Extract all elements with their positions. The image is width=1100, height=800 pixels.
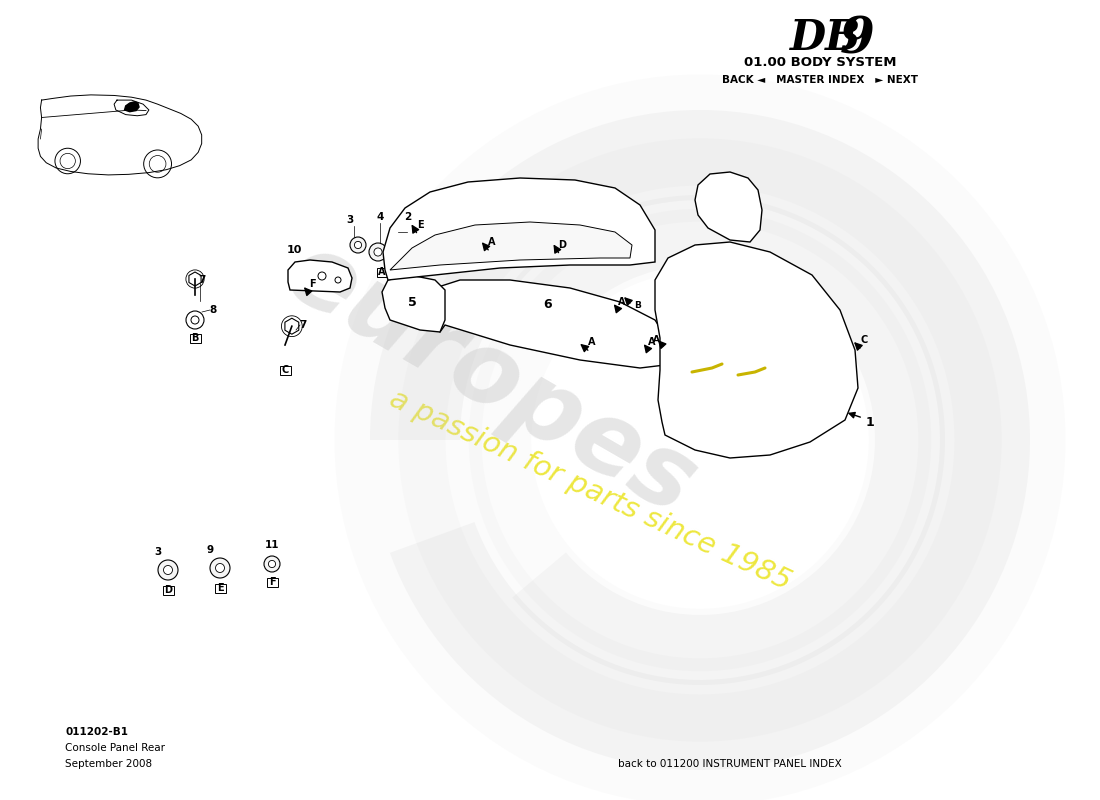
Polygon shape	[285, 318, 299, 334]
Text: A: A	[378, 267, 386, 277]
Text: 9: 9	[840, 15, 874, 65]
Polygon shape	[288, 260, 352, 292]
Text: 5: 5	[408, 297, 417, 310]
Text: 9: 9	[207, 545, 213, 555]
Polygon shape	[189, 272, 201, 286]
Polygon shape	[394, 224, 410, 238]
Text: 1: 1	[866, 415, 874, 429]
Text: E: E	[217, 583, 223, 593]
Text: D: D	[558, 240, 566, 250]
Circle shape	[350, 237, 366, 253]
Text: 2: 2	[405, 212, 411, 222]
Text: 10: 10	[286, 245, 301, 255]
Wedge shape	[370, 110, 1030, 770]
Text: 8: 8	[209, 305, 217, 315]
Polygon shape	[390, 222, 632, 270]
Polygon shape	[383, 178, 654, 280]
Circle shape	[336, 277, 341, 283]
Text: D: D	[164, 585, 172, 595]
Polygon shape	[124, 102, 139, 112]
Text: a passion for parts since 1985: a passion for parts since 1985	[385, 384, 795, 596]
Text: 7: 7	[299, 320, 307, 330]
Text: A: A	[652, 335, 660, 344]
Text: 4: 4	[376, 212, 384, 222]
Text: A: A	[488, 237, 496, 247]
Circle shape	[368, 243, 387, 261]
Circle shape	[210, 558, 230, 578]
Circle shape	[158, 560, 178, 580]
Polygon shape	[654, 242, 858, 458]
Text: A: A	[588, 337, 596, 347]
Circle shape	[216, 563, 224, 573]
Text: 3: 3	[346, 215, 353, 225]
Text: europes: europes	[268, 224, 712, 536]
Circle shape	[354, 242, 362, 249]
Text: F: F	[309, 279, 316, 289]
Circle shape	[264, 556, 280, 572]
Text: BACK ◄   MASTER INDEX   ► NEXT: BACK ◄ MASTER INDEX ► NEXT	[722, 75, 918, 85]
Text: F: F	[268, 577, 275, 587]
Text: 11: 11	[265, 540, 279, 550]
Polygon shape	[382, 275, 446, 332]
Text: B: B	[634, 301, 641, 310]
Text: 011202-B1: 011202-B1	[65, 727, 128, 737]
Circle shape	[191, 316, 199, 324]
Polygon shape	[425, 280, 668, 368]
Text: 3: 3	[154, 547, 162, 557]
Text: C: C	[282, 365, 288, 375]
Text: 7: 7	[198, 275, 206, 285]
Text: C: C	[860, 335, 868, 345]
Text: 01.00 BODY SYSTEM: 01.00 BODY SYSTEM	[744, 55, 896, 69]
Text: E: E	[417, 220, 424, 230]
Wedge shape	[487, 195, 945, 685]
Text: A: A	[648, 337, 656, 347]
Circle shape	[268, 560, 276, 568]
Text: September 2008: September 2008	[65, 759, 152, 769]
Circle shape	[318, 272, 326, 280]
Circle shape	[164, 566, 173, 574]
Text: Console Panel Rear: Console Panel Rear	[65, 743, 165, 753]
Text: back to 011200 INSTRUMENT PANEL INDEX: back to 011200 INSTRUMENT PANEL INDEX	[618, 759, 842, 769]
Text: B: B	[191, 333, 199, 343]
Text: A: A	[618, 297, 626, 307]
Text: DB: DB	[790, 17, 861, 59]
Circle shape	[374, 248, 382, 256]
Polygon shape	[695, 172, 762, 242]
Circle shape	[186, 311, 204, 329]
Text: 6: 6	[543, 298, 552, 311]
